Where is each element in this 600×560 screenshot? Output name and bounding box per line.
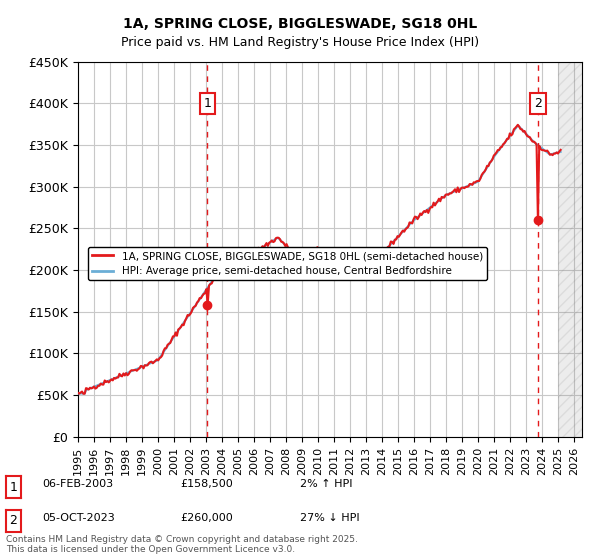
Bar bbox=[558, 62, 582, 437]
Text: 2: 2 bbox=[10, 514, 17, 528]
Text: Contains HM Land Registry data © Crown copyright and database right 2025.
This d: Contains HM Land Registry data © Crown c… bbox=[6, 535, 358, 554]
Text: 2: 2 bbox=[534, 97, 542, 110]
Text: £158,500: £158,500 bbox=[180, 479, 233, 489]
Legend: 1A, SPRING CLOSE, BIGGLESWADE, SG18 0HL (semi-detached house), HPI: Average pric: 1A, SPRING CLOSE, BIGGLESWADE, SG18 0HL … bbox=[88, 247, 487, 281]
Text: 1: 1 bbox=[203, 97, 211, 110]
Text: 27% ↓ HPI: 27% ↓ HPI bbox=[300, 513, 359, 523]
Text: £260,000: £260,000 bbox=[180, 513, 233, 523]
Text: 2% ↑ HPI: 2% ↑ HPI bbox=[300, 479, 353, 489]
Text: 1: 1 bbox=[10, 480, 17, 494]
Text: 06-FEB-2003: 06-FEB-2003 bbox=[42, 479, 113, 489]
Text: 1A, SPRING CLOSE, BIGGLESWADE, SG18 0HL: 1A, SPRING CLOSE, BIGGLESWADE, SG18 0HL bbox=[123, 17, 477, 31]
Text: Price paid vs. HM Land Registry's House Price Index (HPI): Price paid vs. HM Land Registry's House … bbox=[121, 36, 479, 49]
Text: 05-OCT-2023: 05-OCT-2023 bbox=[42, 513, 115, 523]
